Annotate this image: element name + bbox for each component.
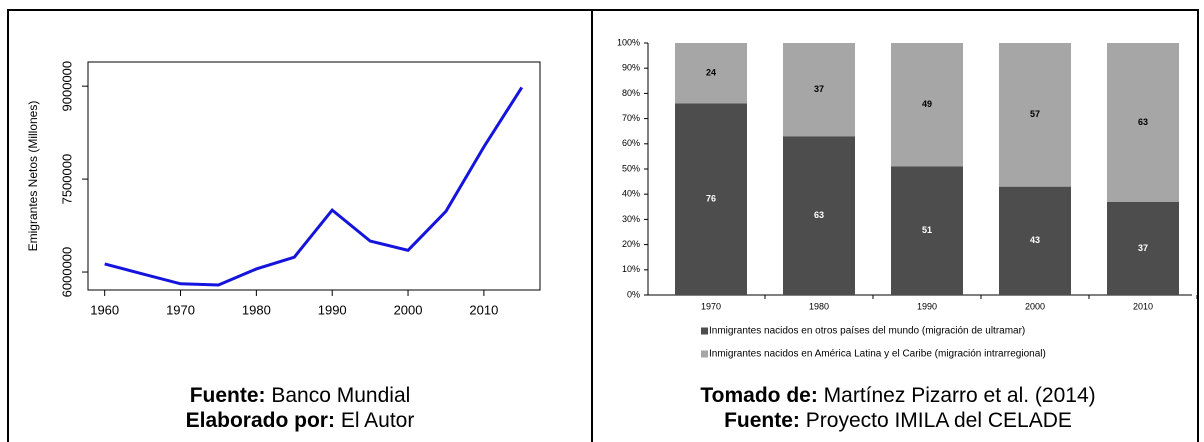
caption: Tomado de: Martínez Pizarro et al. (2014… xyxy=(700,384,1095,407)
bar-segment xyxy=(783,43,855,137)
y-tick-label: 20% xyxy=(622,239,640,249)
data-label: 63 xyxy=(1138,117,1148,127)
legend-label: Inmigrantes nacidos en otros países del … xyxy=(709,326,1025,337)
bar-segment xyxy=(1107,43,1179,202)
x-tick-label: 2000 xyxy=(394,302,423,317)
bar-segment xyxy=(891,166,963,295)
x-tick-label: 1960 xyxy=(90,302,119,317)
data-label: 76 xyxy=(706,194,716,204)
bar-segment xyxy=(783,136,855,295)
bar-segment xyxy=(1107,201,1179,295)
panel-border xyxy=(7,9,1199,442)
x-tick-label: 1990 xyxy=(318,302,347,317)
y-axis-label: Emigrantes Netos (Millones) xyxy=(26,101,40,252)
bar-segment xyxy=(999,43,1071,187)
data-label: 57 xyxy=(1030,109,1040,119)
y-tick-label: 100% xyxy=(617,37,640,47)
y-tick-label: 10% xyxy=(622,264,640,274)
x-tick-label: 2000 xyxy=(1025,301,1045,311)
y-tick-label: 6000000 xyxy=(59,247,74,298)
x-tick-label: 2010 xyxy=(1133,301,1153,311)
caption-text: El Autor xyxy=(341,409,415,432)
caption: Elaborado por: El Autor xyxy=(186,409,415,432)
caption-label: Tomado de: xyxy=(700,384,817,407)
x-tick-label: 1970 xyxy=(166,302,195,317)
data-label: 63 xyxy=(814,210,824,220)
y-tick-label: 0% xyxy=(627,289,640,299)
data-label: 49 xyxy=(922,99,932,109)
plot-frame xyxy=(87,61,541,291)
caption-label: Fuente: xyxy=(724,409,800,432)
data-label: 37 xyxy=(814,84,824,94)
y-tick-label: 70% xyxy=(622,113,640,123)
x-tick-label: 2010 xyxy=(469,302,498,317)
legend-swatch xyxy=(701,350,708,358)
bar-segment xyxy=(675,103,747,295)
y-tick-label: 30% xyxy=(622,214,640,224)
data-label: 37 xyxy=(1138,243,1148,253)
x-tick-label: 1970 xyxy=(701,301,721,311)
caption-text: Martínez Pizarro et al. (2014) xyxy=(824,384,1096,407)
caption-label: Elaborado por: xyxy=(186,409,335,432)
data-label: 24 xyxy=(706,68,716,78)
y-tick-label: 80% xyxy=(622,88,640,98)
line-series xyxy=(104,86,524,287)
caption-label: Fuente: xyxy=(190,384,266,407)
bar-segment xyxy=(675,43,747,104)
caption-text: Banco Mundial xyxy=(271,384,410,407)
y-tick-label: 50% xyxy=(622,163,640,173)
caption-text: Proyecto IMILA del CELADE xyxy=(806,409,1072,432)
x-tick-label: 1980 xyxy=(809,301,829,311)
legend-label: Inmigrantes nacidos en América Latina y … xyxy=(709,349,1046,360)
caption: Fuente: Banco Mundial xyxy=(190,384,411,407)
legend-swatch xyxy=(701,327,708,335)
y-tick-label: 90% xyxy=(622,63,640,73)
bar-segment xyxy=(891,43,963,167)
x-tick-label: 1980 xyxy=(242,302,271,317)
x-tick-label: 1990 xyxy=(917,301,937,311)
y-tick-label: 7500000 xyxy=(59,154,74,205)
data-label: 51 xyxy=(922,225,932,235)
caption: Fuente: Proyecto IMILA del CELADE xyxy=(724,409,1072,432)
bar-segment xyxy=(999,186,1071,295)
y-tick-label: 40% xyxy=(622,189,640,199)
data-label: 43 xyxy=(1030,235,1040,245)
y-tick-label: 60% xyxy=(622,138,640,148)
y-tick-label: 9000000 xyxy=(59,61,74,112)
